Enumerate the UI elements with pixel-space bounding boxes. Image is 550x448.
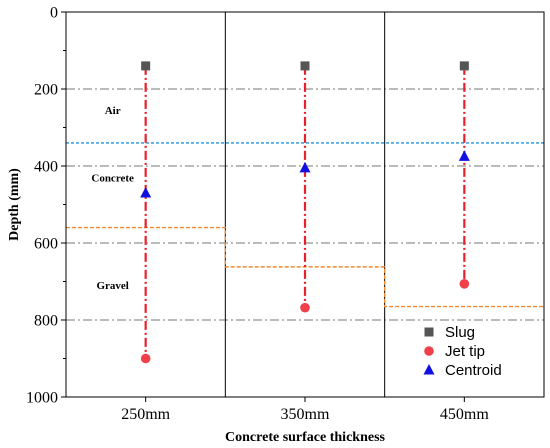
x-tick-label: 250mm bbox=[121, 406, 170, 423]
y-tick-label: 1000 bbox=[26, 390, 58, 407]
legend: Slug Jet tip Centroid bbox=[423, 324, 502, 379]
drop-lines bbox=[144, 65, 466, 359]
point-centroid-450mm bbox=[458, 150, 470, 161]
y-tick-label: 0 bbox=[50, 5, 58, 22]
legend-label-slug: Slug bbox=[445, 324, 475, 341]
x-tick-label: 450mm bbox=[440, 406, 489, 423]
point-jet-tip-450mm bbox=[459, 279, 470, 289]
legend-marker-slug bbox=[424, 327, 434, 337]
layer-label-gravel: Gravel bbox=[96, 280, 128, 292]
axes: 0 200 400 600 800 1000 250mm 350mm 450mm bbox=[26, 5, 489, 424]
x-axis-title: Concrete surface thickness bbox=[225, 430, 385, 445]
legend-label-jet-tip: Jet tip bbox=[445, 343, 485, 360]
layer-label-air: Air bbox=[105, 105, 121, 117]
legend-marker-jet-tip bbox=[424, 346, 434, 356]
point-centroid-350mm bbox=[299, 161, 311, 173]
y-tick-label: 400 bbox=[34, 159, 58, 176]
point-centroid-250mm bbox=[140, 186, 152, 198]
y-tick-label: 800 bbox=[34, 313, 58, 330]
x-tick-label: 350mm bbox=[281, 406, 330, 423]
layer-label-concrete: Concrete bbox=[91, 172, 134, 184]
legend-marker-centroid bbox=[423, 364, 435, 375]
layer-labels: Air Concrete Gravel bbox=[91, 105, 134, 292]
point-jet-tip-350mm bbox=[300, 302, 310, 313]
point-slug-350mm bbox=[300, 61, 310, 71]
y-axis-title: Depth (mm) bbox=[7, 168, 22, 241]
data-markers bbox=[140, 61, 470, 364]
point-slug-250mm bbox=[141, 61, 151, 71]
y-tick-label: 200 bbox=[34, 82, 58, 99]
y-tick-label: 600 bbox=[34, 236, 58, 253]
point-slug-450mm bbox=[459, 61, 469, 71]
point-jet-tip-250mm bbox=[140, 353, 151, 364]
legend-label-centroid: Centroid bbox=[445, 362, 502, 379]
